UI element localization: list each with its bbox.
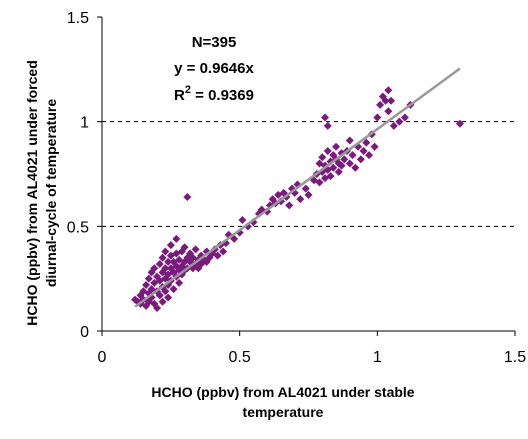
data-point bbox=[175, 278, 184, 287]
data-point bbox=[370, 142, 379, 151]
data-point bbox=[332, 142, 341, 151]
data-point bbox=[158, 297, 167, 306]
data-point bbox=[161, 247, 170, 256]
x-tick-label-2: 1 bbox=[373, 349, 382, 366]
data-point bbox=[345, 159, 354, 168]
data-point bbox=[334, 167, 343, 176]
data-point bbox=[172, 234, 181, 243]
y-tick-label-2: 1 bbox=[80, 115, 89, 132]
regression-line bbox=[134, 67, 461, 308]
data-point bbox=[376, 100, 385, 109]
data-point bbox=[183, 193, 192, 202]
x-tick-label-0: 0 bbox=[98, 349, 107, 366]
data-point bbox=[144, 274, 153, 283]
data-point bbox=[318, 153, 327, 162]
x-tick-label-3: 1.5 bbox=[504, 349, 526, 366]
data-point bbox=[197, 251, 206, 260]
fit-line-group bbox=[134, 67, 461, 308]
data-point bbox=[285, 201, 294, 210]
y-axis-title-line-2: diurnal-cycle of temperature bbox=[43, 99, 59, 287]
y-tick-label-1: 0.5 bbox=[67, 219, 89, 236]
data-point bbox=[153, 303, 162, 312]
data-point bbox=[180, 243, 189, 252]
data-point bbox=[164, 293, 173, 302]
data-point bbox=[155, 260, 164, 269]
annotation-r2-prefix: R bbox=[174, 87, 185, 104]
annotation-r2-value: = 0.9369 bbox=[191, 87, 254, 104]
data-point bbox=[213, 251, 222, 260]
x-axis-title-line-2: temperature bbox=[243, 404, 324, 420]
data-point bbox=[345, 136, 354, 145]
data-point bbox=[381, 96, 390, 105]
plot-area bbox=[102, 17, 515, 331]
data-point bbox=[296, 195, 305, 204]
y-ticks: 0 0.5 1 1.5 bbox=[67, 10, 102, 341]
data-point bbox=[389, 121, 398, 130]
data-point bbox=[356, 155, 365, 164]
data-point bbox=[219, 247, 228, 256]
annotation-r2-sup: 2 bbox=[185, 84, 191, 96]
x-axis-title-line-1: HCHO (ppbv) from AL4021 under stable bbox=[151, 384, 414, 400]
x-ticks: 0 0.5 1 1.5 bbox=[98, 331, 526, 366]
y-axis-title: HCHO (ppbv) from AL4021 under forced diu… bbox=[24, 60, 59, 326]
data-point bbox=[155, 291, 164, 300]
x-tick-label-1: 0.5 bbox=[229, 349, 251, 366]
annotation-equation: y = 0.9646x bbox=[174, 60, 254, 77]
data-point bbox=[164, 257, 173, 266]
data-point bbox=[340, 155, 349, 164]
data-point bbox=[142, 280, 151, 289]
y-axis-title-line-1: HCHO (ppbv) from AL4021 under forced bbox=[24, 60, 40, 326]
data-points bbox=[131, 86, 464, 312]
data-point bbox=[323, 121, 332, 130]
data-point bbox=[351, 163, 360, 172]
x-axis-title: HCHO (ppbv) from AL4021 under stable tem… bbox=[151, 384, 414, 420]
data-point bbox=[400, 113, 409, 122]
data-point bbox=[169, 285, 178, 294]
data-point bbox=[384, 86, 393, 95]
data-point bbox=[161, 287, 170, 296]
data-point bbox=[326, 172, 335, 181]
data-point bbox=[384, 107, 393, 116]
annotation-n: N=395 bbox=[192, 34, 237, 51]
data-point bbox=[337, 161, 346, 170]
data-point bbox=[166, 241, 175, 250]
data-point bbox=[304, 190, 313, 199]
data-point bbox=[362, 138, 371, 147]
data-point bbox=[301, 184, 310, 193]
data-point bbox=[329, 163, 338, 172]
data-point bbox=[150, 264, 159, 273]
gridlines bbox=[102, 121, 515, 227]
data-point bbox=[238, 216, 247, 225]
data-point bbox=[387, 96, 396, 105]
y-tick-label-0: 0 bbox=[80, 324, 89, 341]
data-point bbox=[348, 151, 357, 160]
y-tick-label-3: 1.5 bbox=[67, 10, 89, 27]
data-point bbox=[365, 151, 374, 160]
data-point bbox=[191, 245, 200, 254]
annotation-r2: R2 = 0.9369 bbox=[174, 84, 254, 104]
data-point bbox=[315, 178, 324, 187]
data-point bbox=[395, 117, 404, 126]
data-point bbox=[158, 253, 167, 262]
data-point bbox=[323, 146, 332, 155]
data-point bbox=[359, 146, 368, 155]
data-point bbox=[161, 264, 170, 273]
data-point bbox=[321, 113, 330, 122]
regression-annotation: N=395 y = 0.9646x R2 = 0.9369 bbox=[174, 34, 254, 104]
data-point bbox=[373, 113, 382, 122]
data-point bbox=[455, 119, 464, 128]
